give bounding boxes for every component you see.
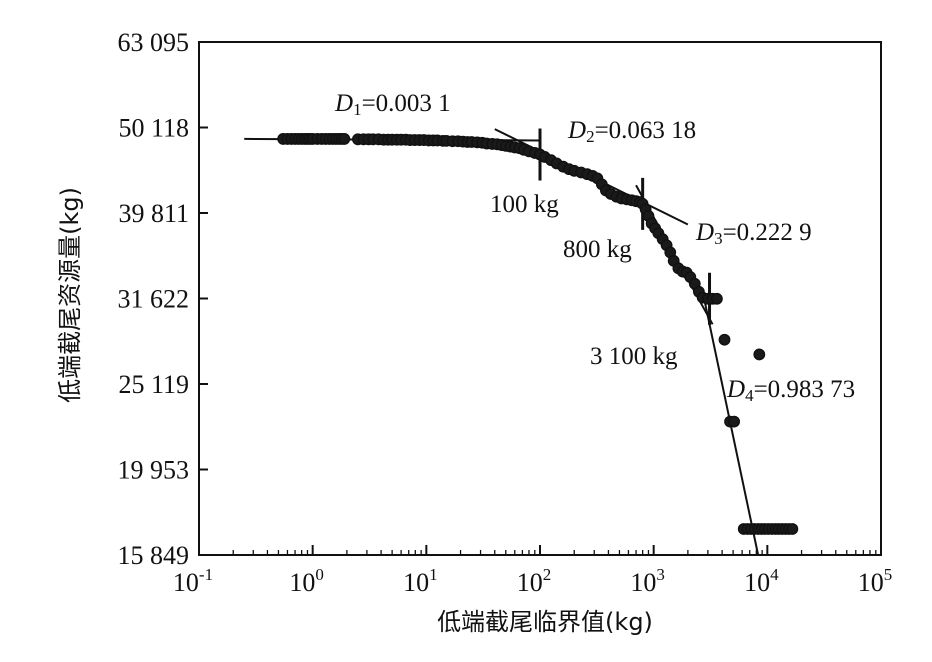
d2-annotation: D2=0.063 18 xyxy=(567,117,696,146)
d3-annotation: D3=0.222 9 xyxy=(695,219,812,248)
data-points xyxy=(277,133,799,535)
x-tick-label: 100 xyxy=(289,565,324,597)
x-tick-label: 10-1 xyxy=(173,565,213,597)
x-tick-label: 102 xyxy=(517,565,552,597)
y-tick-label: 31 622 xyxy=(118,285,190,314)
x-tick-label: 104 xyxy=(744,565,779,597)
data-point xyxy=(786,523,799,535)
y-tick-label: 15 849 xyxy=(118,541,190,570)
y-axis-ticks: 15 849 19 953 25 119 31 622 39 811 50 118 63 0… xyxy=(118,28,208,570)
y-tick-label: 39 811 xyxy=(118,199,189,228)
breakpoint-label-800kg: 800 kg xyxy=(563,236,632,263)
data-point xyxy=(753,348,766,361)
d4-annotation: D4=0.983 73 xyxy=(726,376,855,405)
breakpoint-label-3100kg: 3 100 kg xyxy=(590,343,678,370)
y-tick-label: 50 118 xyxy=(118,114,189,143)
breakpoint-label-100kg: 100 kg xyxy=(490,191,559,218)
x-tick-label: 105 xyxy=(858,565,893,597)
y-tick-label: 19 953 xyxy=(118,455,190,484)
x-axis-ticks: 10-1 100 101 102 103 104 105 xyxy=(173,545,892,597)
x-tick-label: 103 xyxy=(630,565,665,597)
x-axis-label: 低端截尾临界值(kg) xyxy=(437,608,653,636)
data-point xyxy=(728,415,740,428)
y-tick-label: 25 119 xyxy=(118,370,189,399)
plot-frame xyxy=(198,41,882,556)
x-tick-label: 101 xyxy=(403,565,438,597)
data-point xyxy=(338,133,351,145)
y-axis-label: 低端截尾资源量(kg) xyxy=(56,187,84,403)
data-point xyxy=(710,292,723,305)
breakpoint-markers xyxy=(538,128,712,325)
y-tick-label: 63 095 xyxy=(118,28,190,57)
d1-annotation: D1=0.003 1 xyxy=(334,90,451,119)
data-point xyxy=(718,333,731,346)
